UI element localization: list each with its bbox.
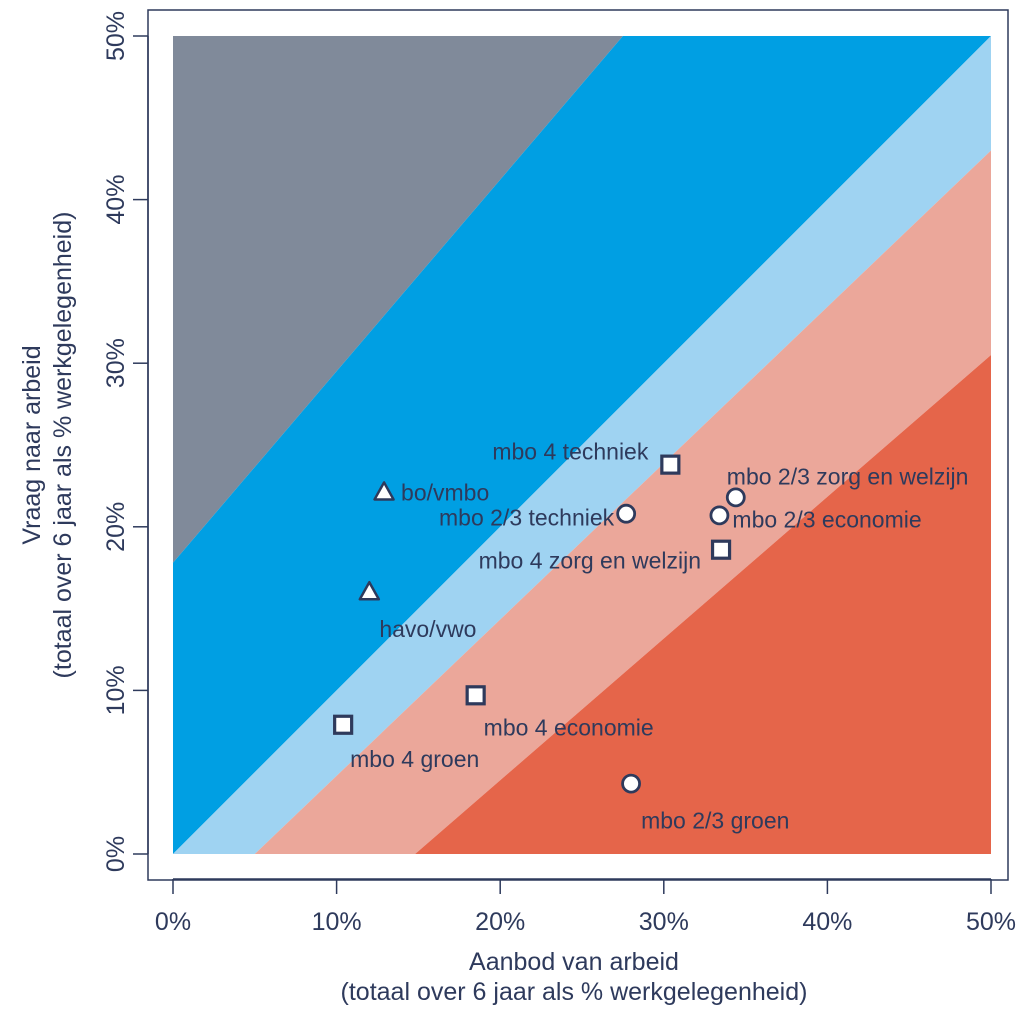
y-tick-label: 30% bbox=[102, 338, 130, 388]
band-red bbox=[415, 355, 991, 854]
y-tick-label: 50% bbox=[102, 11, 130, 61]
plot-background-bands bbox=[173, 36, 992, 854]
y-axis-subtitle: (totaal over 6 jaar als % werkgelegenhei… bbox=[49, 212, 77, 679]
data-points: bo/vmbo havo/vwo mbo 2/3 techniek mbo 2/3 z… bbox=[333, 439, 969, 834]
x-axis-subtitle: (totaal over 6 jaar als % werkgelegenhei… bbox=[341, 978, 808, 1006]
band-light-red bbox=[254, 150, 992, 854]
point-label-mbo-2-3-economie: mbo 2/3 economie bbox=[732, 506, 921, 532]
y-tick-label: 0% bbox=[102, 836, 130, 872]
point-label-mbo-4-zorg-en-welzijn: mbo 4 zorg en welzijn bbox=[479, 548, 701, 574]
point-label-mbo-2-3-zorg-en-welzijn: mbo 2/3 zorg en welzijn bbox=[727, 463, 969, 489]
y-tick-label: 40% bbox=[102, 175, 130, 225]
point-square-mbo-4-groen bbox=[333, 714, 354, 735]
x-tick-label: 40% bbox=[802, 908, 852, 936]
x-tick-label: 20% bbox=[475, 908, 525, 936]
point-square-mbo-4-economie bbox=[465, 685, 486, 706]
point-label-mbo-2-3-techniek: mbo 2/3 techniek bbox=[439, 505, 615, 531]
point-label-mbo-2-3-groen: mbo 2/3 groen bbox=[641, 808, 789, 834]
x-tick-label: 50% bbox=[966, 908, 1016, 936]
point-triangle-havo-vwo bbox=[358, 580, 381, 601]
band-light-blue bbox=[173, 36, 991, 854]
point-label-bo-vmbo: bo/vmbo bbox=[401, 479, 489, 505]
x-tick-label: 10% bbox=[312, 908, 362, 936]
point-triangle-bo-vmbo bbox=[373, 481, 395, 501]
axes: 0% 10% 20% 30% 40% 50% 0% 10% 20% 30% 40% 50% bbox=[102, 11, 1016, 936]
point-circle-mbo-2-3-groen bbox=[621, 773, 641, 794]
point-label-mbo-4-techniek: mbo 4 techniek bbox=[492, 439, 648, 465]
point-circle-mbo-2-3-economie bbox=[709, 505, 730, 526]
x-tick-label: 30% bbox=[639, 908, 689, 936]
point-label-mbo-4-groen: mbo 4 groen bbox=[350, 746, 479, 772]
y-axis-title: Vraag naar arbeid bbox=[18, 345, 46, 544]
x-axis-title: Aanbod van arbeid bbox=[469, 948, 679, 976]
point-square-mbo-4-techniek bbox=[660, 454, 681, 475]
point-label-havo-vwo: havo/vwo bbox=[379, 616, 476, 642]
point-square-mbo-4-zorg-en-welzijn bbox=[710, 539, 732, 560]
point-circle-mbo-2-3-techniek bbox=[616, 503, 637, 524]
x-tick-label: 0% bbox=[155, 908, 191, 936]
y-tick-label: 20% bbox=[102, 502, 130, 552]
y-tick-label: 10% bbox=[102, 665, 130, 715]
point-label-mbo-4-economie: mbo 4 economie bbox=[484, 714, 654, 740]
point-circle-mbo-2-3-zorg-en-welzijn bbox=[725, 487, 746, 508]
